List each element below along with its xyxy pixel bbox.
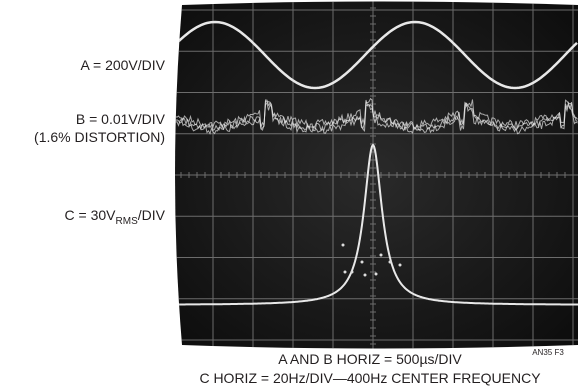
spur-dot	[360, 260, 364, 264]
caption-line1: A AND B HORIZ = 500µs/DIV	[278, 351, 462, 367]
spur-dot	[341, 243, 345, 247]
figure-id: AN35 F3	[532, 348, 564, 357]
spur-dot	[343, 270, 347, 274]
traces	[175, 20, 578, 306]
label-c-main: C = 30V	[65, 207, 117, 223]
spur-dot	[398, 263, 402, 267]
spur-dot	[363, 273, 367, 277]
spur-dot	[388, 260, 392, 264]
label-c: C = 30VRMS/DIV	[65, 207, 166, 227]
graticule	[175, 1, 578, 349]
spur-dot	[374, 272, 378, 276]
caption-line2: C HORIZ = 20Hz/DIV—400Hz CENTER FREQUENC…	[199, 370, 541, 386]
label-b: B = 0.01V/DIV	[76, 111, 166, 127]
label-a: A = 200V/DIV	[81, 57, 166, 73]
trace-b	[175, 95, 578, 129]
spur-dot	[379, 253, 383, 257]
scope-screen	[175, 1, 578, 349]
trace-b	[175, 102, 578, 135]
label-c-sub: RMS	[116, 216, 139, 227]
spur-dot	[350, 270, 354, 274]
trace-c	[178, 143, 578, 306]
label-c-unit: /DIV	[138, 207, 166, 223]
trace-b	[175, 99, 578, 132]
trace-a	[175, 20, 578, 90]
label-b-note: (1.6% DISTORTION)	[34, 129, 165, 145]
